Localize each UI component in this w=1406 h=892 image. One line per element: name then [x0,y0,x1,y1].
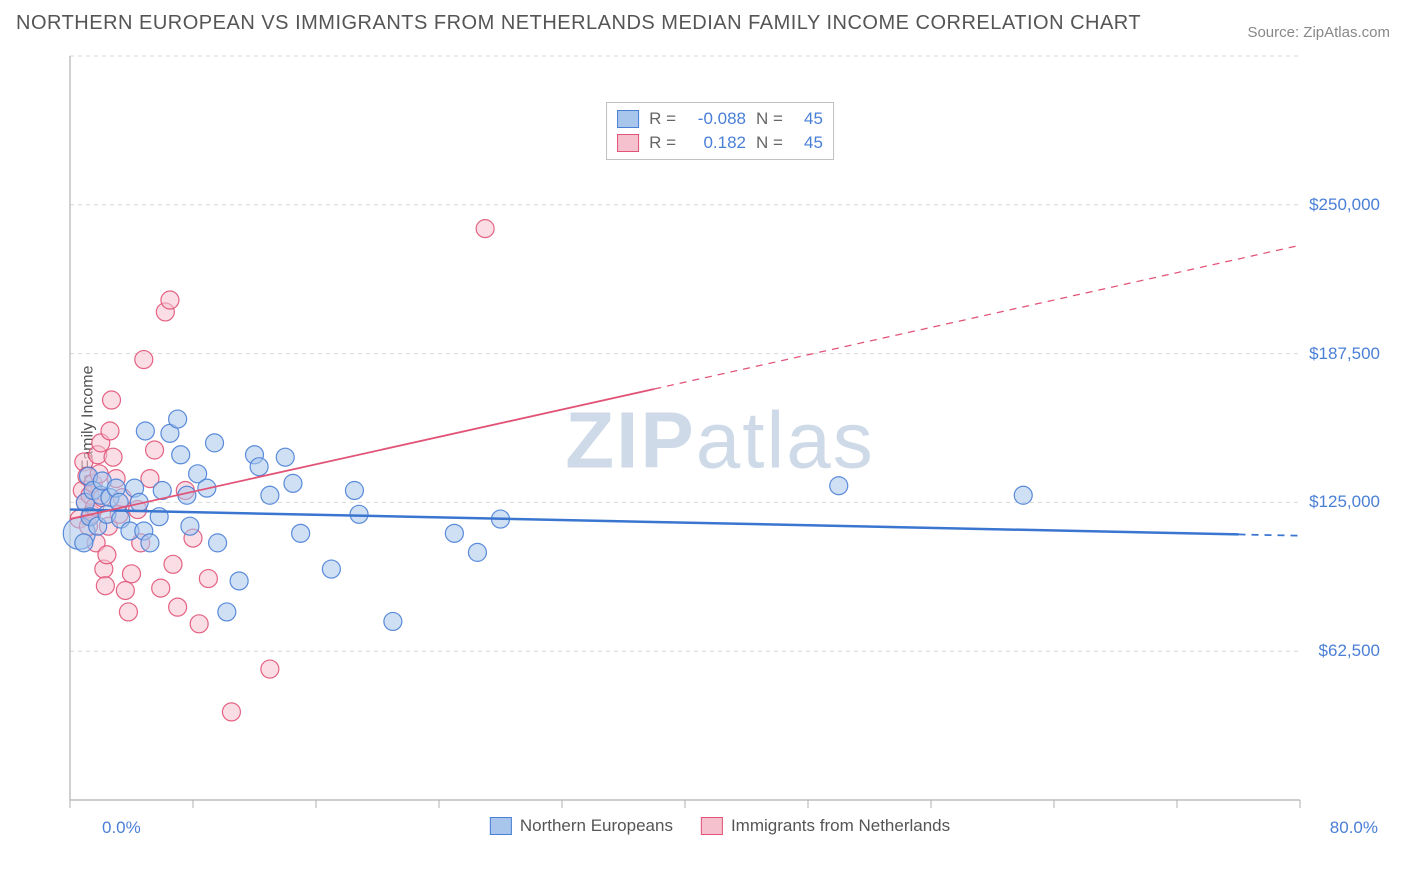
n-value-blue: 45 [793,109,823,129]
r-label: R = [649,109,676,129]
swatch-pink-icon [617,134,639,152]
legend-item-pink: Immigrants from Netherlands [701,816,950,836]
scatter-chart [50,50,1390,840]
y-tick-label: $125,000 [1309,492,1380,512]
swatch-blue-icon [617,110,639,128]
chart-title: NORTHERN EUROPEAN VS IMMIGRANTS FROM NET… [16,12,1141,35]
legend-label-pink: Immigrants from Netherlands [731,816,950,836]
y-tick-label: $62,500 [1319,641,1380,661]
legend-item-blue: Northern Europeans [490,816,673,836]
source-label: Source: ZipAtlas.com [1247,24,1390,41]
x-axis-min-label: 0.0% [102,818,141,838]
x-axis-max-label: 80.0% [1330,818,1378,838]
n-label: N = [756,133,783,153]
series-legend: Northern Europeans Immigrants from Nethe… [490,816,950,836]
y-tick-label: $187,500 [1309,344,1380,364]
legend-label-blue: Northern Europeans [520,816,673,836]
swatch-blue-icon [490,817,512,835]
swatch-pink-icon [701,817,723,835]
y-tick-label: $250,000 [1309,195,1380,215]
correlation-row-blue: R = -0.088 N = 45 [617,107,823,131]
r-label: R = [649,133,676,153]
n-value-pink: 45 [793,133,823,153]
correlation-legend: R = -0.088 N = 45 R = 0.182 N = 45 [606,102,834,160]
chart-area: ZIPatlas $62,500$125,000$187,500$250,000… [50,50,1390,840]
n-label: N = [756,109,783,129]
correlation-row-pink: R = 0.182 N = 45 [617,131,823,155]
r-value-blue: -0.088 [686,109,746,129]
r-value-pink: 0.182 [686,133,746,153]
